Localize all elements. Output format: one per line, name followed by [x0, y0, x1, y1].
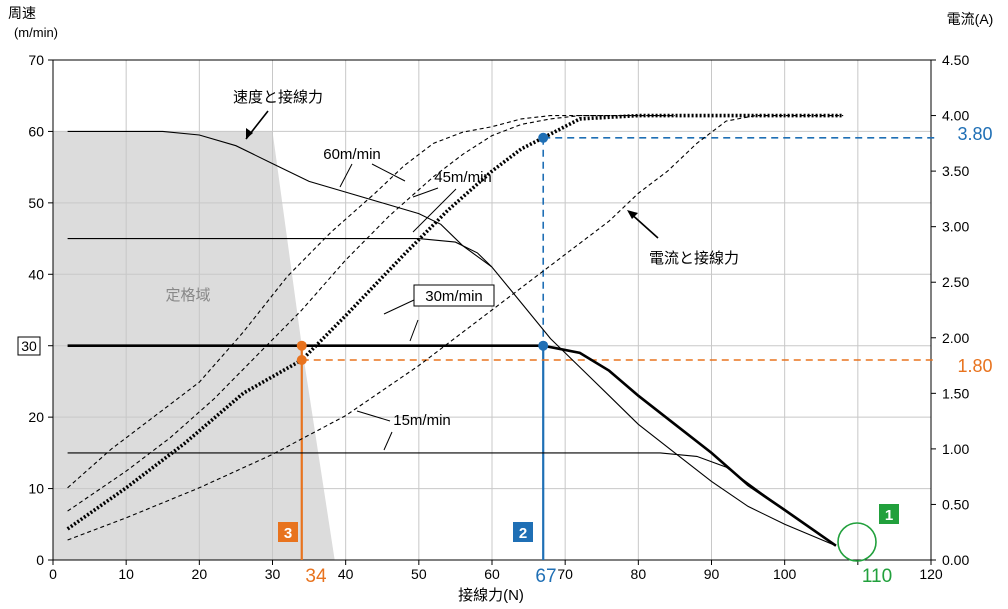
x-tick-label: 50 [411, 566, 427, 582]
speed-box-value: 30 [21, 338, 37, 354]
x-tick-label: 120 [919, 566, 943, 582]
y-right-tick-label: 2.00 [942, 330, 969, 346]
annotation-speed-curve: 速度と接線力 [233, 89, 323, 106]
leader-30b [409, 319, 419, 342]
point-current-34 [296, 355, 307, 365]
annotation-current-curve: 電流と接線力 [649, 250, 739, 267]
step3-badge [278, 522, 298, 542]
leader-60a [339, 163, 353, 188]
x-value-67: 67 [535, 566, 556, 587]
label-30-box [413, 284, 495, 307]
annotation-speed-arrowhead [246, 128, 253, 139]
step1-badge-label: 1 [885, 507, 893, 524]
rated-region-label: 定格域 [165, 287, 210, 304]
leader-15a [356, 410, 391, 422]
label-15: 15m/min [393, 412, 451, 429]
current-blue-value: 3.80 [957, 124, 992, 144]
y-right-tick-label: 0.00 [942, 552, 969, 568]
label-45: 45m/min [434, 169, 492, 186]
leader-45b [412, 188, 457, 233]
series-line [67, 115, 675, 489]
y-left-tick-label: 0 [36, 552, 44, 568]
leader-30a [383, 299, 415, 315]
annotations: 速度と接線力 電流と接線力 60m/min 45m/min 30m/min 15… [233, 89, 739, 451]
x-tick-label: 0 [49, 566, 57, 582]
x-tick-label: 10 [118, 566, 134, 582]
label-60: 60m/min [323, 146, 381, 163]
point-speed-67 [538, 340, 549, 351]
x-tick-label: 70 [557, 566, 573, 582]
label-30: 30m/min [425, 288, 483, 305]
y-right-title: 電流(A) [947, 11, 994, 27]
y-left-tick-label: 20 [28, 409, 44, 425]
x-tick-label: 30 [265, 566, 281, 582]
y-right-tick-label: 3.50 [942, 163, 969, 179]
leader-45a [412, 187, 439, 198]
x-tick-label: 40 [338, 566, 354, 582]
point-speed-34 [296, 340, 307, 351]
y-right-tick-label: 1.00 [942, 441, 969, 457]
y-right-tick-label: 4.00 [942, 108, 969, 124]
tick-labels: 0 10 20 30 40 50 60 70 80 90 100 120 0 10 20 40 50 60 70 0.… [28, 52, 969, 582]
y-left-tick-label: 70 [28, 52, 44, 68]
speed-box [17, 336, 41, 356]
x-axis-title: 接線力(N) [458, 587, 524, 604]
series-line [67, 452, 837, 547]
step2-badge-label: 2 [519, 525, 527, 542]
step1-badge [879, 504, 899, 524]
x-tick-label: 100 [773, 566, 797, 582]
point-current-67 [538, 132, 549, 143]
y-left-tick-label: 60 [28, 123, 44, 139]
series-line [67, 238, 493, 268]
current-orange-value: 1.80 [957, 356, 992, 376]
series-line [67, 115, 844, 541]
x-tick-label: 90 [704, 566, 720, 582]
leader-15b [383, 431, 393, 451]
reference-lines [300, 136, 937, 560]
x-value-110: 110 [862, 566, 892, 587]
x-tick-label: 80 [631, 566, 647, 582]
y-left-title: 周速 [8, 5, 36, 21]
series-line [67, 344, 837, 547]
y-left-tick-label: 10 [28, 481, 44, 497]
leader-60b [371, 163, 406, 182]
y-right-tick-label: 0.50 [942, 496, 969, 512]
y-left-unit: (m/min) [14, 25, 58, 40]
plot-frame [52, 59, 932, 561]
y-left-tick-label: 40 [28, 266, 44, 282]
x-tick-label: 60 [484, 566, 500, 582]
y-right-tick-label: 1.50 [942, 385, 969, 401]
x-value-34: 34 [305, 566, 327, 587]
series-line [67, 130, 837, 547]
y-right-tick-label: 4.50 [942, 52, 969, 68]
grid [48, 59, 936, 565]
x-tick-label: 20 [192, 566, 208, 582]
step3-badge-label: 3 [284, 525, 292, 542]
series-line [66, 113, 844, 531]
y-right-tick-label: 2.50 [942, 274, 969, 290]
step2-badge [513, 522, 533, 542]
operating-point-circle [837, 522, 877, 562]
annotation-current-arrowhead [627, 210, 638, 219]
y-left-tick-label: 50 [28, 195, 44, 211]
y-right-tick-label: 3.00 [942, 219, 969, 235]
series-group [66, 113, 844, 547]
